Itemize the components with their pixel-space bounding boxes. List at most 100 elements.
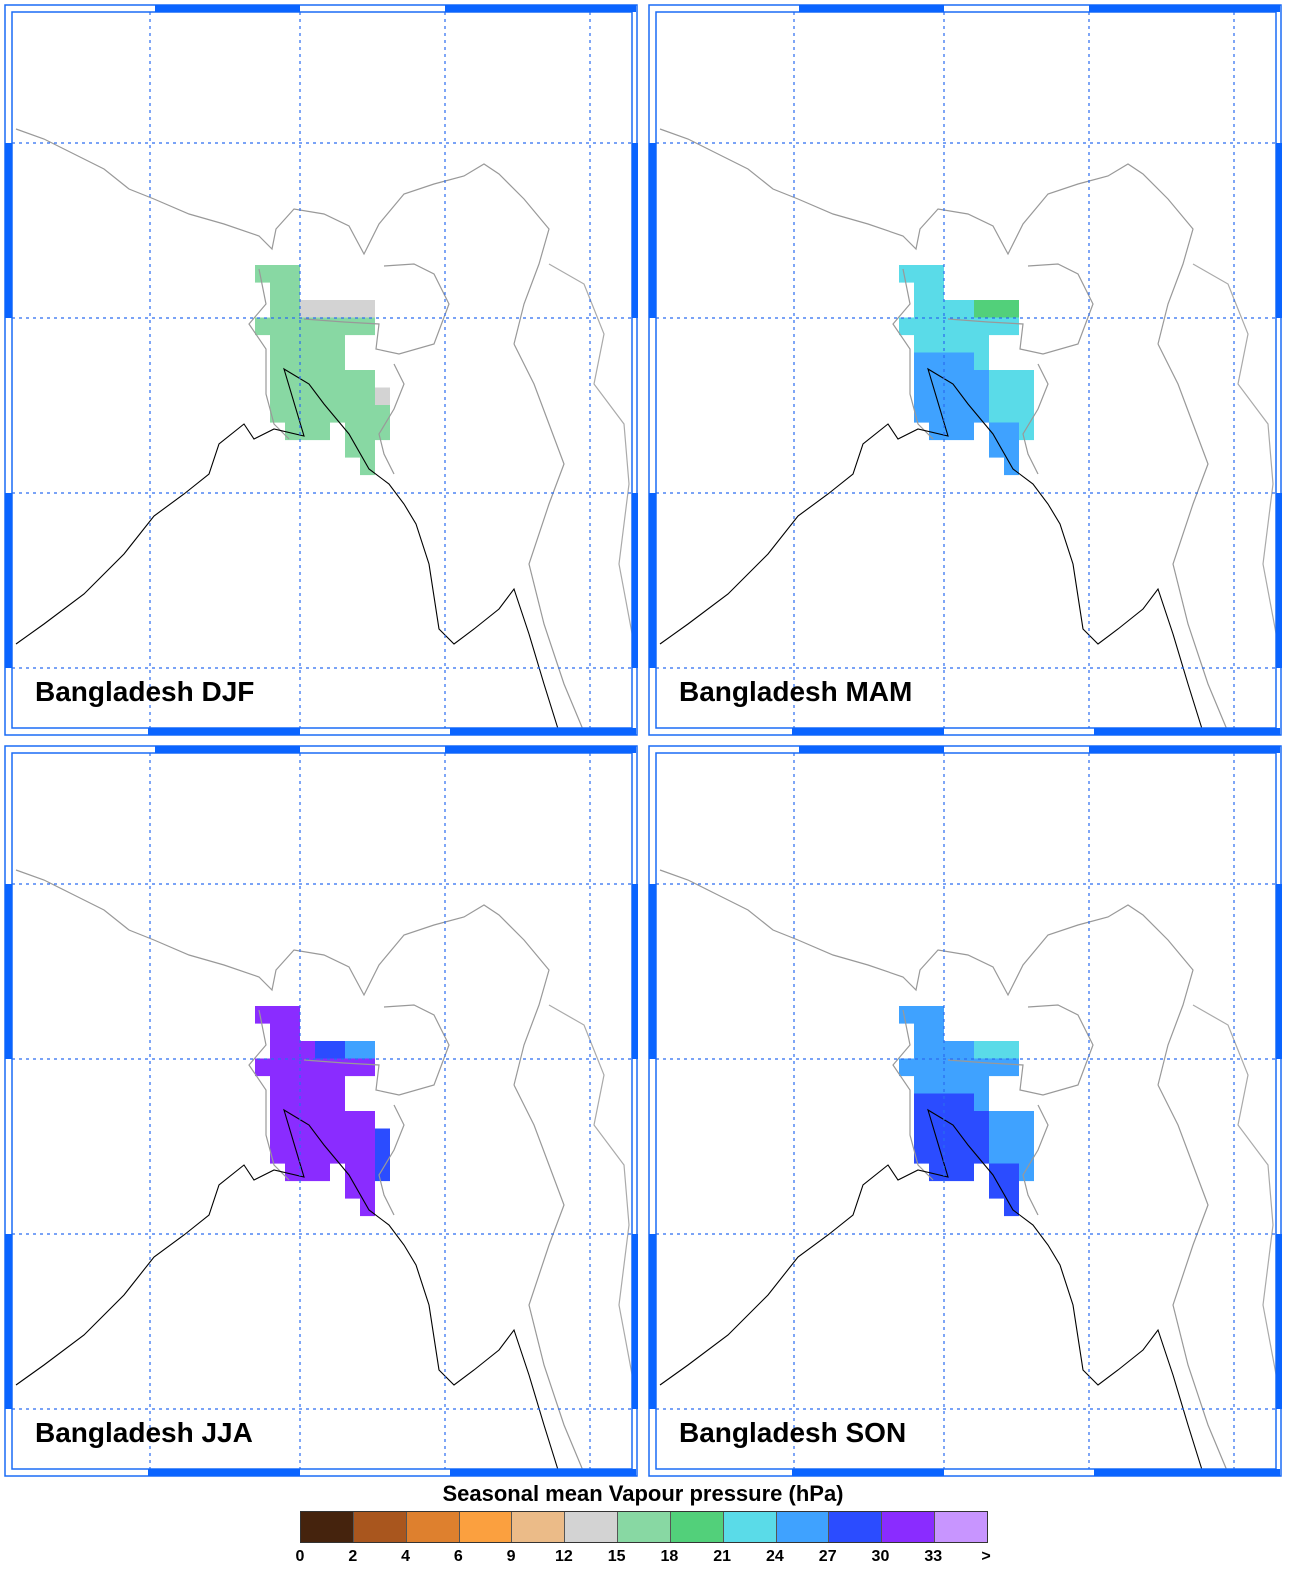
grid-cell bbox=[989, 1163, 1019, 1182]
map-frame-inner bbox=[11, 752, 633, 1470]
grid-cell bbox=[1019, 1163, 1034, 1182]
frame-tick bbox=[155, 5, 300, 12]
frame-tick bbox=[1276, 143, 1282, 318]
grid-cell bbox=[974, 1093, 989, 1112]
colorbar-swatch bbox=[829, 1512, 883, 1542]
grid-cell bbox=[974, 1041, 1019, 1059]
frame-tick bbox=[1089, 746, 1280, 753]
frame-tick bbox=[649, 493, 656, 668]
frame-tick bbox=[632, 1234, 638, 1409]
grid-cell bbox=[989, 370, 1034, 388]
frame-tick bbox=[1089, 5, 1280, 12]
grid-cell bbox=[345, 1181, 375, 1199]
frame-tick bbox=[155, 746, 300, 753]
grid-cell bbox=[914, 1128, 989, 1147]
grid-cell bbox=[914, 282, 944, 301]
grid-cell bbox=[315, 1041, 345, 1059]
grid-cell bbox=[899, 1006, 944, 1024]
map-canvas bbox=[4, 745, 638, 1477]
grid-cell bbox=[270, 1111, 375, 1129]
grid-cell bbox=[285, 1163, 330, 1182]
map-frame-outer bbox=[4, 745, 638, 1477]
map-panel: Bangladesh SON bbox=[648, 745, 1282, 1477]
grid-cell bbox=[375, 1146, 390, 1164]
frame-tick bbox=[5, 493, 12, 668]
frame-tick bbox=[649, 1234, 656, 1409]
frame-tick bbox=[450, 728, 636, 735]
colorbar-swatch bbox=[565, 1512, 619, 1542]
grid-cell bbox=[270, 1128, 375, 1147]
colorbar-tick-label: 6 bbox=[453, 1548, 463, 1565]
frame-tick bbox=[1276, 493, 1282, 668]
grid-cell bbox=[270, 1076, 345, 1094]
colorbar-swatch bbox=[406, 1512, 460, 1542]
frame-tick bbox=[799, 5, 944, 12]
grid-cell bbox=[914, 1076, 989, 1094]
frame-tick bbox=[632, 884, 638, 1059]
map-frame-inner bbox=[655, 752, 1277, 1470]
colorbar-swatch bbox=[301, 1512, 354, 1542]
grid-cell bbox=[270, 1041, 315, 1059]
grid-cell bbox=[989, 440, 1019, 458]
colorbar-swatch bbox=[882, 1512, 936, 1542]
colorbar bbox=[300, 1511, 988, 1543]
colorbar-tick-label: 12 bbox=[554, 1548, 573, 1565]
colorbar-swatch bbox=[776, 1512, 830, 1542]
frame-tick bbox=[649, 143, 656, 318]
colorbar-tick-label: > bbox=[981, 1548, 991, 1565]
colorbar-swatch bbox=[935, 1512, 987, 1542]
map-frame-outer bbox=[648, 4, 1282, 736]
colorbar-tick-label: 4 bbox=[401, 1548, 410, 1565]
colorbar-swatch bbox=[670, 1512, 724, 1542]
frame-tick bbox=[1094, 728, 1280, 735]
frame-tick bbox=[5, 884, 12, 1059]
map-canvas bbox=[4, 4, 638, 736]
grid-cell bbox=[375, 1128, 390, 1147]
grid-cell bbox=[270, 300, 300, 318]
grid-cell bbox=[914, 1111, 989, 1129]
grid-cell bbox=[914, 1146, 989, 1164]
grid-cell bbox=[1019, 422, 1034, 441]
grid-cell bbox=[929, 422, 974, 441]
map-panel: Bangladesh MAM bbox=[648, 4, 1282, 736]
grid-cell bbox=[345, 1163, 375, 1182]
grid-cell bbox=[989, 1128, 1034, 1147]
grid-cell bbox=[914, 405, 989, 423]
map-panel: Bangladesh JJA bbox=[4, 745, 638, 1477]
grid-cell bbox=[270, 335, 345, 353]
map-frame-inner bbox=[11, 11, 633, 729]
frame-tick bbox=[5, 143, 12, 318]
frame-tick bbox=[1276, 1234, 1282, 1409]
grid-cell bbox=[914, 1023, 944, 1042]
colorbar-tick-label: 24 bbox=[766, 1548, 784, 1565]
frame-tick bbox=[632, 493, 638, 668]
grid-cell bbox=[989, 387, 1034, 406]
grid-cell bbox=[300, 300, 375, 318]
grid-cell bbox=[270, 282, 300, 301]
map-frame-outer bbox=[648, 745, 1282, 1477]
colorbar-tick-label: 33 bbox=[924, 1548, 943, 1565]
grid-cell bbox=[255, 1006, 300, 1024]
grid-cell bbox=[914, 1093, 974, 1112]
grid-cell bbox=[989, 405, 1034, 423]
colorbar-swatch bbox=[459, 1512, 513, 1542]
grid-cell bbox=[270, 1146, 375, 1164]
colorbar-tick-label: 0 bbox=[295, 1548, 305, 1565]
grid-cell bbox=[375, 387, 390, 406]
colorbar-swatch bbox=[512, 1512, 566, 1542]
colorbar-tick-label: 2 bbox=[348, 1548, 358, 1565]
colorbar-swatch bbox=[618, 1512, 671, 1542]
grid-cell bbox=[285, 422, 330, 441]
grid-cell bbox=[270, 405, 390, 423]
frame-tick bbox=[148, 1469, 300, 1476]
grid-cell bbox=[255, 265, 300, 283]
panel-title: Bangladesh JJA bbox=[35, 1417, 253, 1448]
grid-cell bbox=[270, 1093, 345, 1112]
grid-cell bbox=[270, 387, 375, 406]
map-panel: Bangladesh DJF bbox=[4, 4, 638, 736]
grid-cell bbox=[914, 352, 974, 371]
colorbar-swatch bbox=[353, 1512, 407, 1542]
grid-cell bbox=[270, 1023, 300, 1042]
grid-cell bbox=[345, 422, 390, 441]
frame-tick bbox=[445, 746, 636, 753]
